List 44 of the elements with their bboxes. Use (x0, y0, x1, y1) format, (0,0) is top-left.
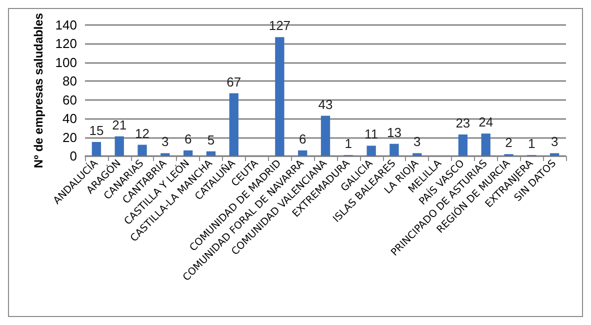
data-label: 23 (456, 115, 470, 130)
data-label: 24 (478, 114, 494, 130)
bar (481, 134, 490, 156)
data-label: 67 (226, 74, 242, 90)
bar (366, 146, 376, 156)
data-label: 1 (528, 136, 536, 152)
data-label: 2 (505, 135, 512, 150)
bar (229, 93, 238, 156)
bar (92, 142, 102, 156)
data-label: 12 (135, 126, 150, 141)
bar (298, 150, 308, 156)
data-label: 1 (344, 136, 352, 152)
data-label: 21 (112, 117, 127, 132)
bar (275, 37, 284, 156)
y-tick-label: 100 (55, 54, 77, 70)
data-label: 15 (89, 122, 104, 138)
y-tick-label: 0 (70, 148, 77, 164)
bar (114, 136, 124, 156)
y-tick-label: 140 (55, 18, 77, 32)
data-label: 3 (550, 134, 558, 150)
y-tick-label: 40 (62, 111, 77, 126)
bar (320, 116, 330, 156)
data-label: 5 (207, 132, 215, 148)
y-tick-label: 20 (62, 130, 77, 145)
bar (458, 134, 468, 156)
bar (390, 144, 399, 156)
data-label: 6 (298, 131, 306, 146)
data-label: 3 (414, 134, 421, 150)
bar (183, 150, 193, 156)
y-axis-title: Nº de empresas saludables (31, 12, 46, 168)
bar (138, 144, 147, 156)
bar (412, 153, 422, 156)
bar (550, 153, 560, 156)
bar (206, 151, 216, 156)
y-tick-label: 80 (62, 74, 77, 89)
y-tick-label: 60 (62, 92, 77, 108)
data-label: 127 (268, 18, 291, 34)
data-label: 6 (184, 131, 192, 146)
data-label: 11 (364, 126, 378, 142)
data-label: 43 (318, 96, 333, 112)
bar (160, 153, 170, 156)
y-tick-label: 120 (55, 36, 77, 52)
data-label: 3 (162, 134, 169, 150)
data-label: 13 (386, 124, 402, 140)
